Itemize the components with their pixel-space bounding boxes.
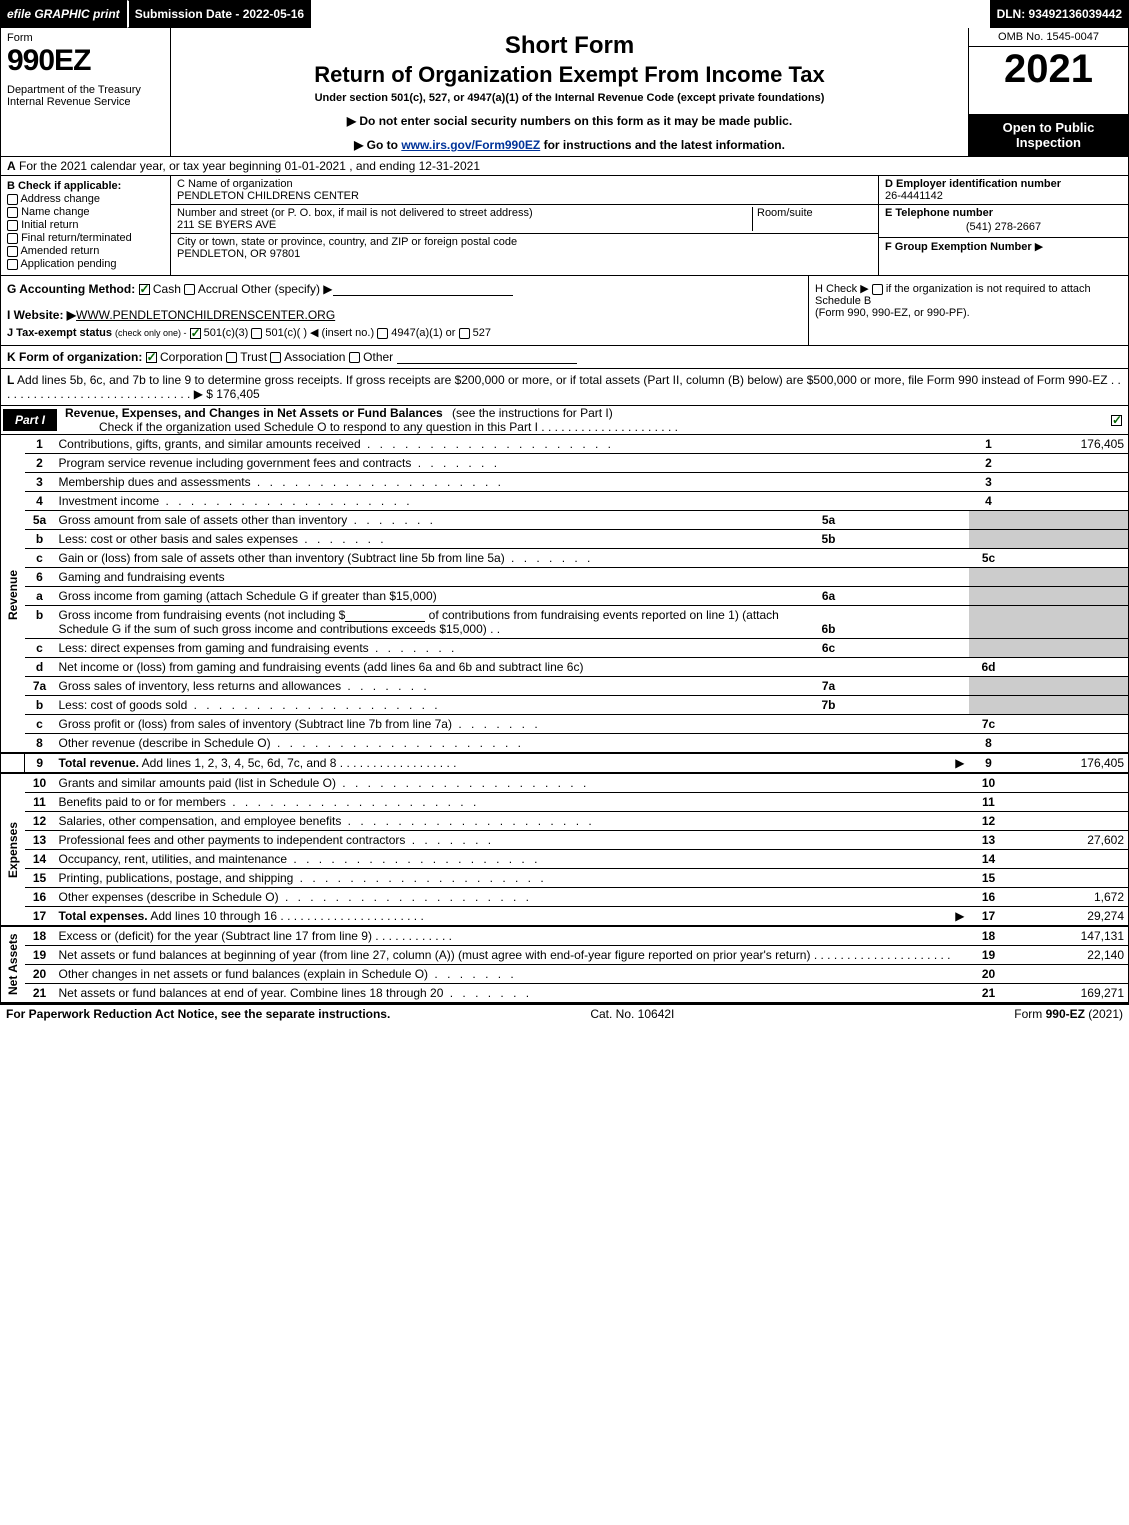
line-18-value: 147,131 [1009, 926, 1129, 946]
501c3-checkbox[interactable] [190, 328, 201, 339]
part-1-tag: Part I [3, 409, 57, 431]
cash-checkbox[interactable] [139, 284, 150, 295]
tax-status-label: J Tax-exempt status [7, 327, 112, 339]
ein-label: D Employer identification number [885, 178, 1122, 190]
phone-value: (541) 278-2667 [885, 219, 1122, 235]
line-19-value: 22,140 [1009, 946, 1129, 965]
line-20-value [1009, 965, 1129, 984]
tax-year: 2021 [969, 47, 1128, 114]
group-exemption-label: F Group Exemption Number [885, 241, 1032, 253]
line-3-value [1009, 473, 1129, 492]
form-number: 990EZ [7, 44, 164, 78]
org-name-label: C Name of organization [177, 178, 872, 190]
section-bcdef: B Check if applicable: Address change Na… [0, 176, 1129, 276]
section-l: L Add lines 5b, 6c, and 7b to line 9 to … [0, 369, 1129, 406]
trust-checkbox[interactable] [226, 352, 237, 363]
efile-label: efile GRAPHIC print [0, 0, 127, 28]
city-label: City or town, state or province, country… [177, 236, 872, 248]
section-b: B Check if applicable: Address change Na… [1, 176, 171, 275]
omb-number: OMB No. 1545-0047 [969, 28, 1128, 47]
header-center: Short Form Return of Organization Exempt… [171, 28, 968, 156]
phone-label: E Telephone number [885, 207, 1122, 219]
line-14-value [1009, 850, 1129, 869]
line-9-value: 176,405 [1009, 753, 1129, 773]
line-12-value [1009, 812, 1129, 831]
schedule-o-checkbox[interactable] [1111, 415, 1122, 426]
under-section: Under section 501(c), 527, or 4947(a)(1)… [179, 92, 960, 104]
other-org-checkbox[interactable] [349, 352, 360, 363]
section-h: H Check ▶ if the organization is not req… [808, 276, 1128, 345]
line-15-value [1009, 869, 1129, 888]
part-1-header: Part I Revenue, Expenses, and Changes in… [0, 406, 1129, 435]
section-k: K Form of organization: Corporation Trus… [0, 346, 1129, 369]
form-label: Form [7, 32, 164, 44]
fundraising-contrib-input[interactable] [345, 608, 425, 622]
4947-checkbox[interactable] [377, 328, 388, 339]
section-def: D Employer identification number 26-4441… [878, 176, 1128, 275]
dln-number: DLN: 93492136039442 [990, 0, 1129, 28]
line-17-value: 29,274 [1009, 907, 1129, 927]
line-13-value: 27,602 [1009, 831, 1129, 850]
room-label: Room/suite [752, 207, 872, 231]
accrual-checkbox[interactable] [184, 284, 195, 295]
other-org-input[interactable] [397, 350, 577, 364]
net-assets-side-label: Net Assets [1, 926, 25, 1003]
form-footer-label: Form 990-EZ (2021) [1014, 1007, 1123, 1021]
expenses-side-label: Expenses [1, 773, 25, 926]
line-8-value [1009, 734, 1129, 754]
line-10-value [1009, 773, 1129, 793]
city-value: PENDLETON, OR 97801 [177, 248, 872, 260]
other-method-input[interactable] [333, 282, 513, 296]
line-1-value: 176,405 [1009, 435, 1129, 454]
527-checkbox[interactable] [459, 328, 470, 339]
open-to-public: Open to Public Inspection [969, 114, 1128, 156]
schedule-b-checkbox[interactable] [872, 284, 883, 295]
street-value: 211 SE BYERS AVE [177, 219, 752, 231]
financial-table: Revenue 1 Contributions, gifts, grants, … [0, 435, 1129, 1004]
irs-link[interactable]: www.irs.gov/Form990EZ [401, 138, 540, 152]
section-a: A For the 2021 calendar year, or tax yea… [0, 157, 1129, 176]
paperwork-notice: For Paperwork Reduction Act Notice, see … [6, 1007, 390, 1021]
application-pending-checkbox[interactable]: Application pending [7, 258, 164, 270]
final-return-checkbox[interactable]: Final return/terminated [7, 232, 164, 244]
return-title: Return of Organization Exempt From Incom… [179, 62, 960, 88]
corporation-checkbox[interactable] [146, 352, 157, 363]
website-label: I Website: ▶ [7, 308, 76, 322]
association-checkbox[interactable] [270, 352, 281, 363]
line-2-value [1009, 454, 1129, 473]
amended-return-checkbox[interactable]: Amended return [7, 245, 164, 257]
street-label: Number and street (or P. O. box, if mail… [177, 207, 752, 219]
line-16-value: 1,672 [1009, 888, 1129, 907]
directive-1: ▶ Do not enter social security numbers o… [179, 114, 960, 128]
line-5c-value [1009, 549, 1129, 568]
initial-return-checkbox[interactable]: Initial return [7, 219, 164, 231]
form-header: Form 990EZ Department of the Treasury In… [0, 28, 1129, 157]
line-6d-value [1009, 658, 1129, 677]
department-label: Department of the Treasury Internal Reve… [7, 84, 164, 108]
top-bar: efile GRAPHIC print Submission Date - 20… [0, 0, 1129, 28]
submission-date: Submission Date - 2022-05-16 [127, 0, 311, 28]
line-4-value [1009, 492, 1129, 511]
line-11-value [1009, 793, 1129, 812]
line-7c-value [1009, 715, 1129, 734]
header-right: OMB No. 1545-0047 2021 Open to Public In… [968, 28, 1128, 156]
catalog-number: Cat. No. 10642I [590, 1007, 674, 1021]
page-footer: For Paperwork Reduction Act Notice, see … [0, 1004, 1129, 1023]
website-value: WWW.PENDLETONCHILDRENSCENTER.ORG [76, 308, 335, 322]
ein-value: 26-4441142 [885, 190, 1122, 202]
section-g: G Accounting Method: Cash Accrual Other … [1, 276, 808, 345]
section-c: C Name of organization PENDLETON CHILDRE… [171, 176, 878, 275]
revenue-side-label: Revenue [1, 435, 25, 753]
addr-change-checkbox[interactable]: Address change [7, 193, 164, 205]
gross-receipts-value: 176,405 [216, 387, 259, 401]
directive-2: ▶ Go to www.irs.gov/Form990EZ for instru… [179, 138, 960, 152]
501c-checkbox[interactable] [251, 328, 262, 339]
name-change-checkbox[interactable]: Name change [7, 206, 164, 218]
org-name: PENDLETON CHILDRENS CENTER [177, 190, 872, 202]
short-form-title: Short Form [179, 32, 960, 60]
line-21-value: 169,271 [1009, 984, 1129, 1004]
header-left: Form 990EZ Department of the Treasury In… [1, 28, 171, 156]
section-gh: G Accounting Method: Cash Accrual Other … [0, 276, 1129, 346]
